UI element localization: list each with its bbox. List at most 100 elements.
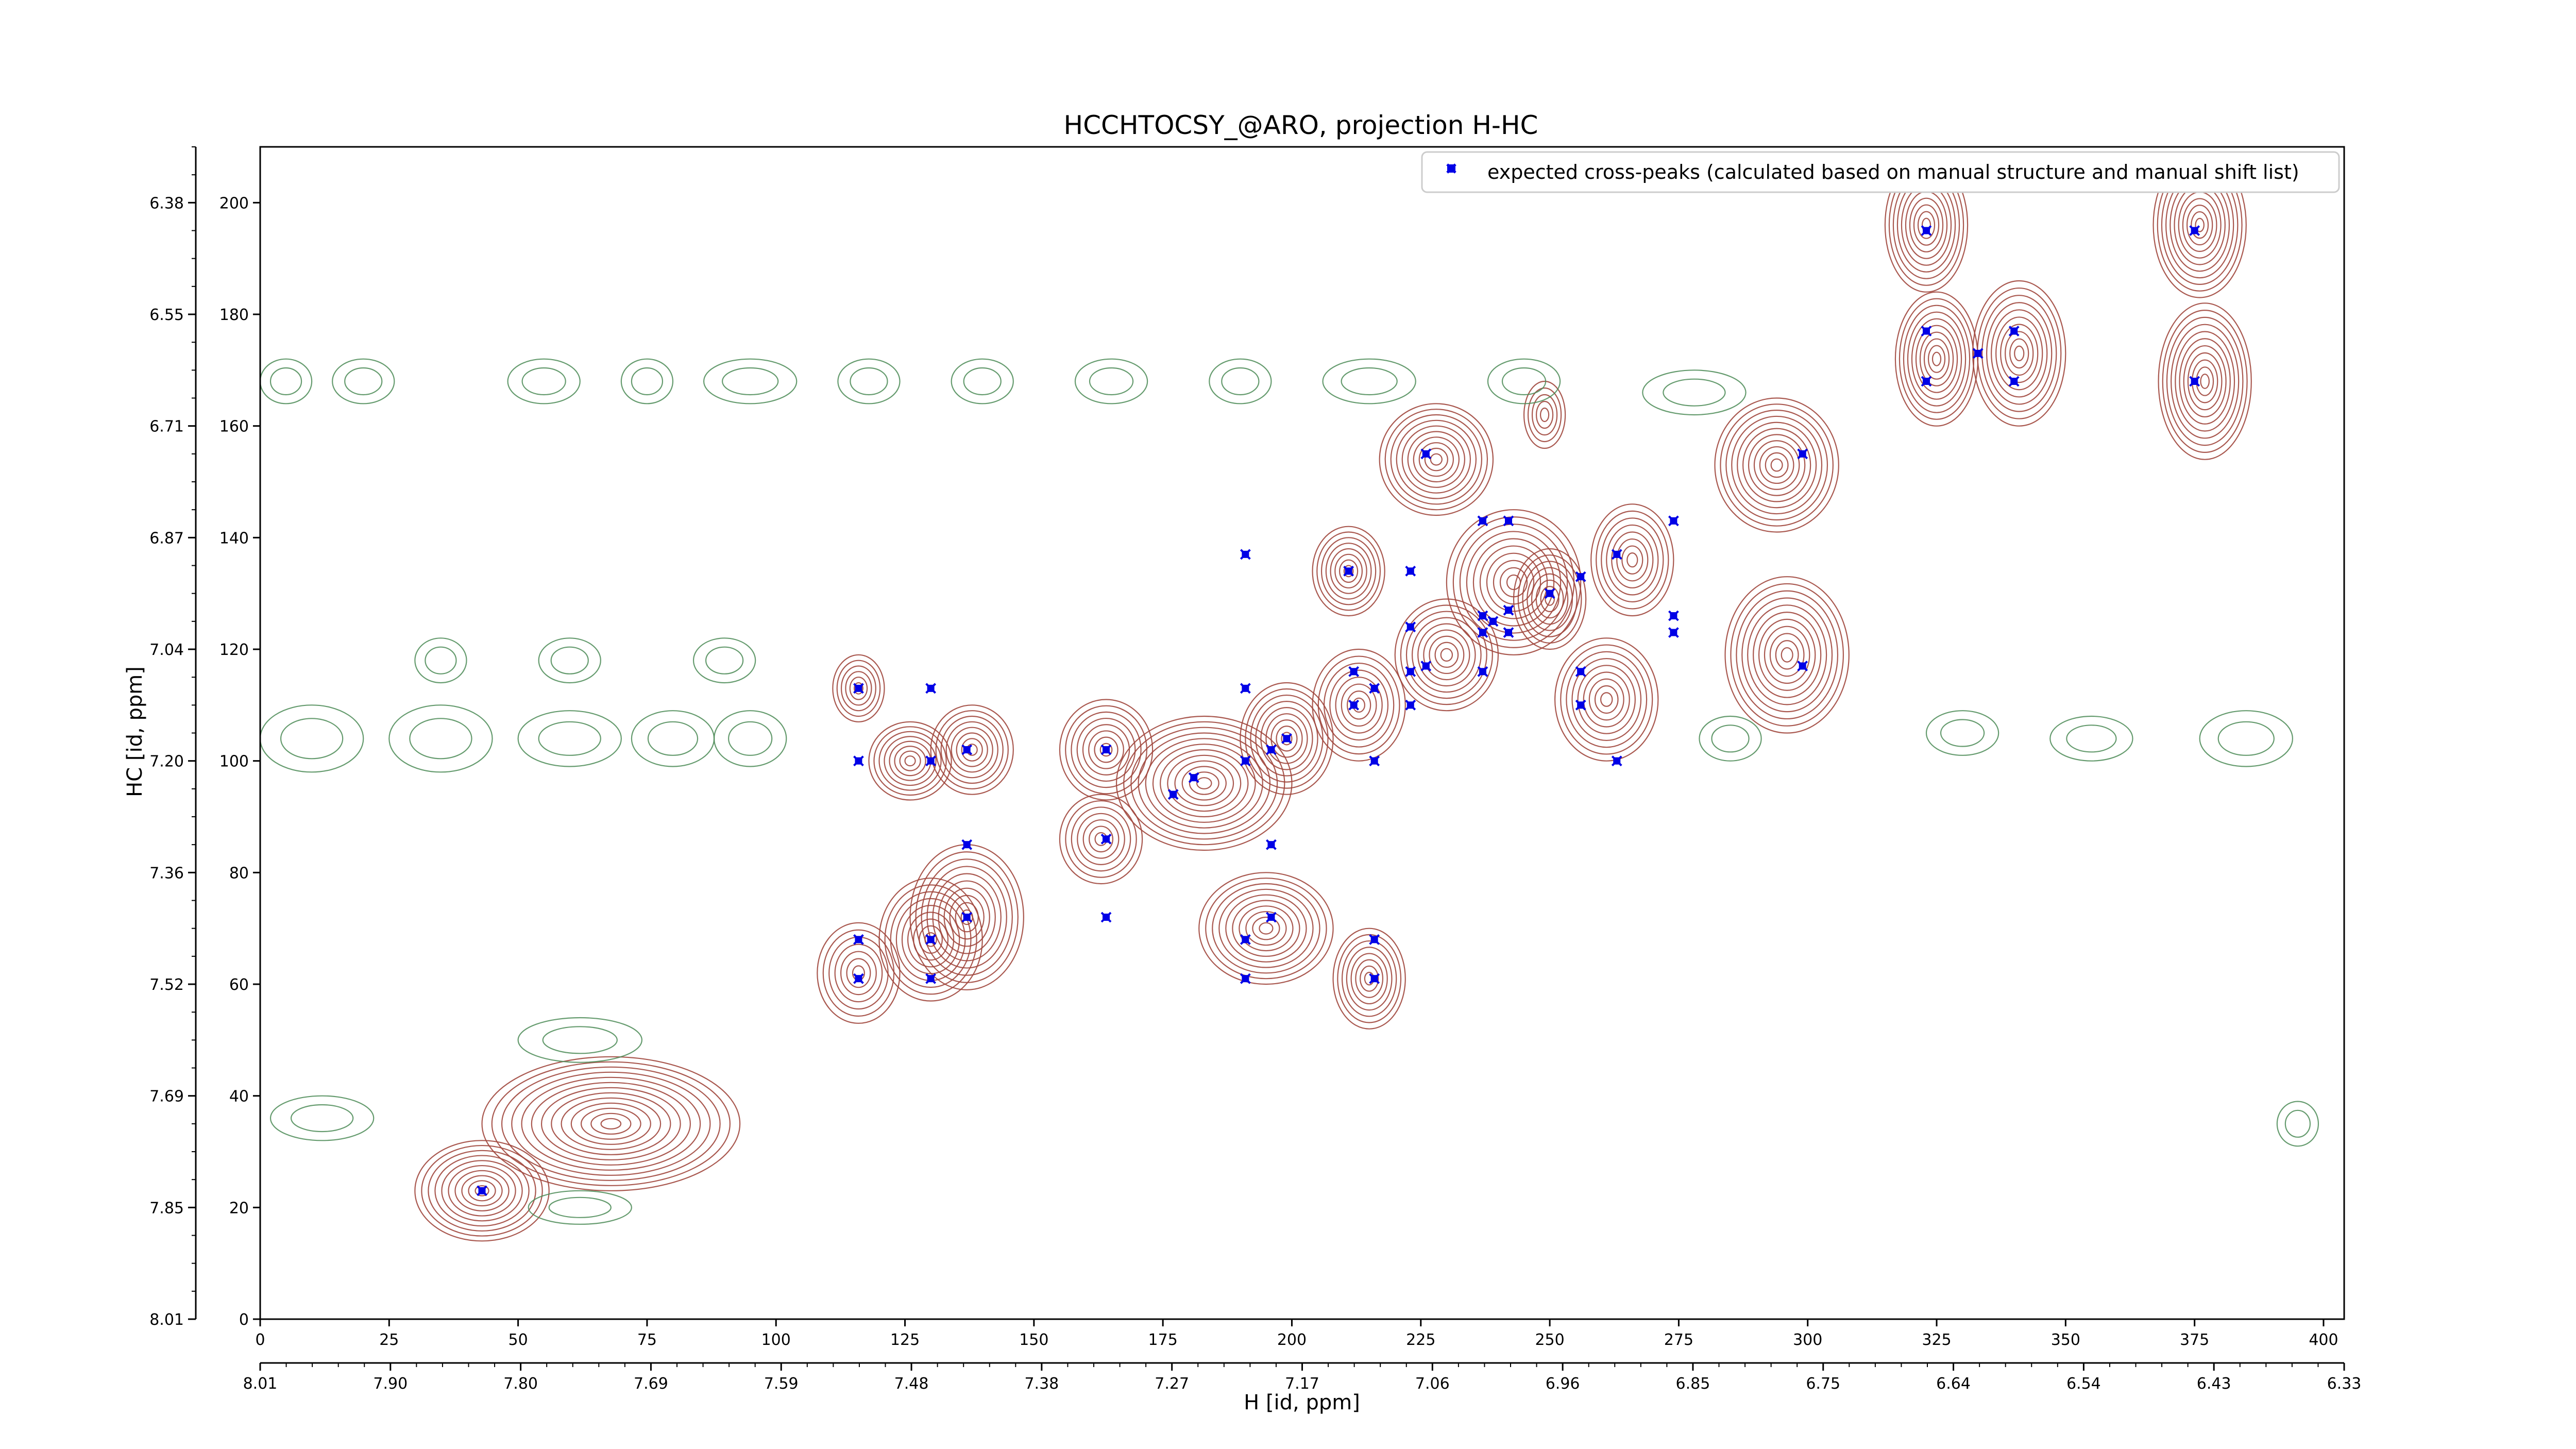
x-tick-label: 300 — [1793, 1331, 1822, 1349]
expected-cross-peak — [1369, 934, 1380, 945]
expected-cross-peak — [2008, 326, 2020, 336]
x-ppm-tick-label: 7.17 — [1285, 1375, 1319, 1393]
negative-peak-contour — [2199, 710, 2293, 767]
expected-cross-peak — [1668, 515, 1679, 527]
y-ppm-tick-label: 6.71 — [149, 418, 184, 436]
y-tick-label: 200 — [219, 194, 249, 212]
y-tick-label: 100 — [219, 753, 249, 771]
chart-title: HCCHTOCSY_@ARO, projection H-HC — [1064, 110, 1538, 140]
expected-cross-peak — [2189, 376, 2200, 387]
negative-peak-contour — [517, 710, 622, 767]
expected-cross-peak — [1420, 448, 1432, 460]
positive-peak-contour — [1332, 928, 1406, 1030]
expected-cross-peak — [1477, 515, 1488, 527]
expected-cross-peak-markers — [477, 225, 2200, 1197]
x-ppm-tick-label: 7.90 — [373, 1375, 408, 1393]
negative-peak-contour — [260, 358, 313, 405]
expected-cross-peak — [1240, 549, 1251, 560]
expected-cross-peak — [1575, 666, 1586, 677]
positive-peak-contour — [1312, 526, 1385, 617]
expected-cross-peak — [1575, 571, 1586, 582]
expected-cross-peak — [1240, 973, 1251, 984]
expected-cross-peak — [1405, 699, 1416, 711]
negative-peak-contour — [1322, 358, 1416, 405]
positive-peak-contour — [414, 1140, 550, 1242]
expected-cross-peak — [961, 912, 973, 923]
expected-cross-peak — [925, 683, 937, 694]
expected-cross-peak — [1921, 225, 1932, 236]
expected-cross-peak — [1611, 549, 1622, 560]
negative-peak-contour — [414, 637, 467, 684]
legend-marker-icon — [1446, 163, 1456, 174]
positive-peak-contour — [832, 654, 885, 722]
legend-box — [1421, 151, 2340, 193]
positive-peak-contour — [481, 1056, 741, 1191]
x-tick-label: 325 — [1922, 1331, 1951, 1349]
positive-peak-contour — [1513, 548, 1587, 650]
x-ppm-tick-label: 6.75 — [1806, 1375, 1840, 1393]
y-axis-label: HC [id, ppm] — [123, 666, 147, 797]
x-axis-label: H [id, ppm] — [1244, 1391, 1360, 1414]
negative-peak-contour — [260, 704, 364, 773]
expected-cross-peak — [1100, 744, 1112, 755]
y-ppm-tick-label: 6.38 — [149, 194, 184, 212]
x-ppm-tick-label: 6.96 — [1546, 1375, 1580, 1393]
expected-cross-peak — [1972, 348, 1984, 359]
x-ppm-tick-label: 8.01 — [243, 1375, 278, 1393]
negative-peak-contour — [951, 358, 1014, 405]
expected-cross-peak — [1611, 755, 1622, 767]
x-ppm-tick-label: 7.80 — [503, 1375, 538, 1393]
x-tick-label: 350 — [2051, 1331, 2080, 1349]
positive-peak-contour — [2158, 302, 2252, 460]
expected-cross-peak — [1343, 565, 1354, 577]
negative-peak-contour — [837, 358, 901, 405]
expected-cross-peak — [1544, 588, 1555, 599]
expected-cross-peak — [1100, 912, 1112, 923]
negative-peak-contour — [1925, 710, 1999, 756]
expected-cross-peak — [1348, 699, 1360, 711]
negative-peak-contour — [507, 358, 581, 405]
plot-frame — [259, 146, 2345, 1320]
expected-cross-peak — [1369, 755, 1380, 767]
expected-cross-peak — [1266, 744, 1277, 755]
expected-cross-peak — [1240, 683, 1251, 694]
negative-peak-contour — [2276, 1101, 2319, 1147]
expected-cross-peak — [2189, 225, 2200, 236]
x-axis-ppm-ticks: 8.01 7.90 7.80 7.69 7.59 7.48 7.38 7.27 7.17 7.06… — [243, 1363, 2361, 1393]
expected-cross-peak — [925, 755, 937, 767]
x-ppm-tick-label: 7.06 — [1415, 1375, 1450, 1393]
expected-cross-peak — [1420, 661, 1432, 671]
expected-cross-peak — [1477, 610, 1488, 621]
expected-cross-peak — [1167, 789, 1179, 800]
x-ppm-tick-label: 6.64 — [1936, 1375, 1971, 1393]
expected-cross-peak — [1575, 699, 1586, 711]
positive-peak-contour — [1059, 699, 1154, 801]
y-tick-label: 40 — [229, 1088, 249, 1106]
x-tick-label: 275 — [1664, 1331, 1693, 1349]
negative-peak-contour — [692, 637, 756, 684]
y-ppm-tick-label: 7.69 — [149, 1088, 184, 1106]
expected-cross-peak — [1369, 683, 1380, 694]
x-tick-label: 250 — [1535, 1331, 1564, 1349]
expected-cross-peak — [1266, 912, 1277, 923]
x-tick-label: 50 — [509, 1331, 528, 1349]
y-ppm-tick-label: 7.52 — [149, 976, 184, 994]
x-tick-label: 100 — [761, 1331, 791, 1349]
positive-peak-contour — [1394, 598, 1499, 712]
negative-peak-contour — [1642, 369, 1747, 416]
expected-cross-peak — [1797, 448, 1808, 460]
y-tick-label: 180 — [219, 306, 249, 324]
y-ppm-tick-label: 7.36 — [149, 864, 184, 882]
expected-cross-peak — [1797, 661, 1808, 671]
positive-peak-contour — [1714, 397, 1839, 533]
x-ppm-tick-label: 6.85 — [1676, 1375, 1710, 1393]
expected-cross-peak — [1240, 934, 1251, 945]
contour-plot — [260, 151, 2319, 1242]
negative-peak-contour — [269, 1095, 375, 1141]
y-tick-label: 80 — [229, 864, 249, 882]
negative-peak-contour — [1699, 715, 1762, 762]
x-axis-index-ticks: 0 25 50 75 100 125 150 175 200 225 250 275 300 325 350… — [255, 1319, 2338, 1349]
expected-cross-peak — [1348, 666, 1360, 677]
expected-cross-peak — [1405, 666, 1416, 677]
negative-peak-contour — [2049, 715, 2133, 762]
